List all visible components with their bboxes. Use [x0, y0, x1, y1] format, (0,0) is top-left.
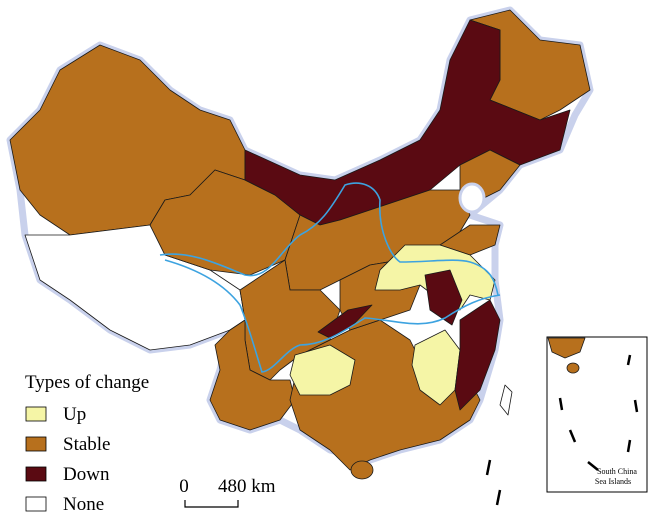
region — [566, 362, 580, 374]
river — [159, 182, 499, 296]
provinces — [9, 9, 591, 480]
bay — [458, 182, 486, 214]
legend-label: Up — [63, 404, 86, 425]
region — [424, 269, 463, 326]
region — [350, 460, 374, 480]
legend-swatch — [25, 436, 47, 452]
legend-title: Types of change — [25, 372, 149, 393]
rivers — [159, 182, 501, 373]
scale-start: 0 — [179, 476, 189, 497]
scale-line — [184, 500, 239, 508]
inset-label: Sea Islands — [595, 477, 631, 486]
region — [209, 319, 296, 431]
legend-swatch — [25, 496, 47, 512]
legend-swatch — [25, 406, 47, 422]
legend-label: Stable — [63, 434, 111, 455]
region — [499, 384, 513, 416]
inset-label: South China — [597, 467, 637, 476]
inset: South China Sea Islands — [485, 336, 648, 506]
scale-end: 480 km — [218, 476, 276, 497]
region — [454, 299, 501, 411]
river — [164, 259, 501, 373]
scale-bar: 0 480 km — [179, 476, 276, 508]
region — [547, 337, 586, 359]
legend-label: None — [63, 494, 104, 513]
dash-line — [485, 354, 639, 506]
legend-swatch — [25, 466, 47, 482]
legend: Types of change Up Stable Down None — [25, 372, 149, 513]
legend-label: Down — [63, 464, 110, 485]
inset-frame — [546, 336, 648, 493]
region — [289, 344, 356, 396]
region — [411, 329, 461, 406]
region — [317, 304, 373, 339]
